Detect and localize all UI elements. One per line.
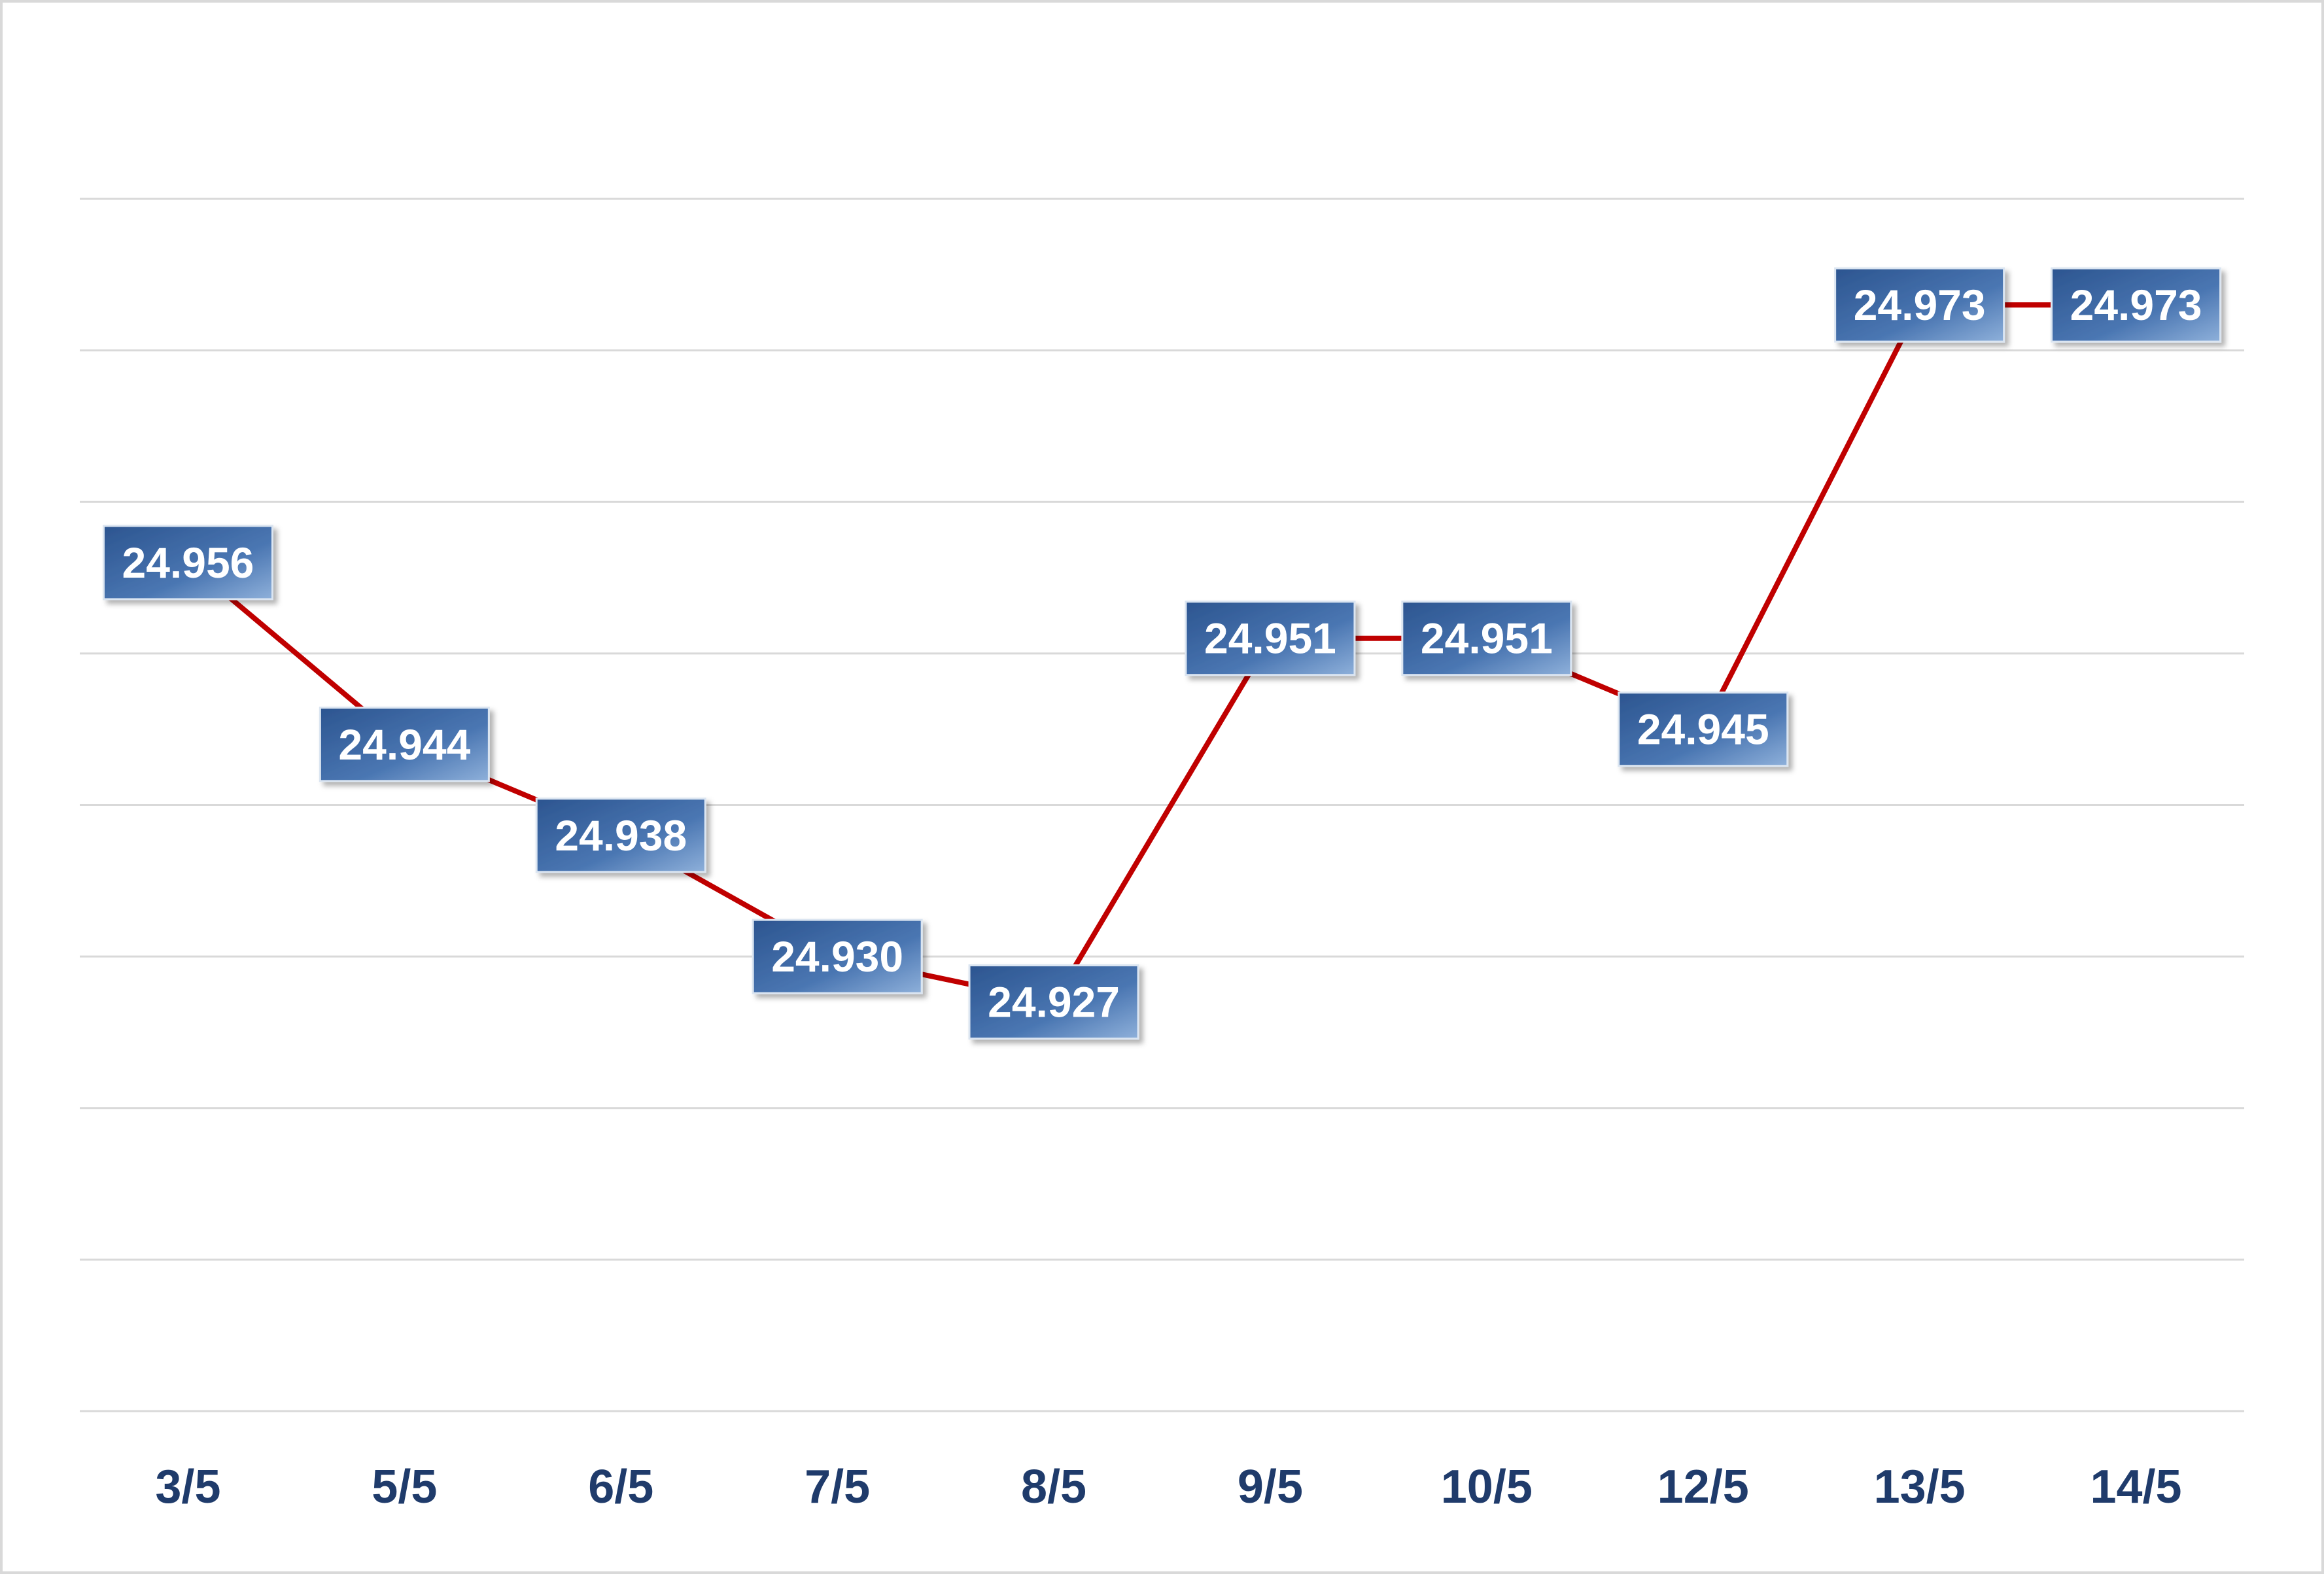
data-label: 24.956 bbox=[122, 538, 254, 587]
series-line bbox=[186, 302, 2136, 1005]
x-tick-label: 3/5 bbox=[155, 1461, 220, 1513]
data-label-box bbox=[1834, 267, 2005, 343]
data-label-box bbox=[1185, 601, 1356, 676]
data-label-box bbox=[1401, 601, 1572, 676]
data-label: 24.930 bbox=[771, 932, 903, 981]
data-label-box bbox=[968, 964, 1139, 1040]
data-label: 24.951 bbox=[1421, 614, 1553, 663]
data-label: 24.945 bbox=[1637, 705, 1769, 754]
data-label: 24.944 bbox=[338, 720, 470, 769]
data-label-box bbox=[102, 525, 273, 601]
x-tick-label: 13/5 bbox=[1874, 1461, 1966, 1513]
x-tick-label: 14/5 bbox=[2090, 1461, 2181, 1513]
data-label-box bbox=[752, 918, 923, 994]
data-label-box bbox=[535, 797, 706, 873]
data-label: 24.938 bbox=[555, 811, 687, 860]
x-tick-label: 9/5 bbox=[1238, 1461, 1303, 1513]
x-tick-label: 10/5 bbox=[1441, 1461, 1533, 1513]
x-tick-label: 8/5 bbox=[1021, 1461, 1086, 1513]
x-tick-label: 7/5 bbox=[805, 1461, 870, 1513]
x-tick-label: 12/5 bbox=[1657, 1461, 1749, 1513]
data-label: 24.927 bbox=[988, 978, 1120, 1026]
x-tick-label: 5/5 bbox=[372, 1461, 437, 1513]
data-label: 24.973 bbox=[1854, 281, 1986, 329]
x-tick-label: 6/5 bbox=[588, 1461, 653, 1513]
data-label-box bbox=[1618, 691, 1789, 767]
data-label-box bbox=[2051, 267, 2222, 343]
data-label: 24.951 bbox=[1204, 614, 1336, 663]
data-label: 24.973 bbox=[2070, 281, 2202, 329]
data-label-box bbox=[319, 707, 490, 782]
